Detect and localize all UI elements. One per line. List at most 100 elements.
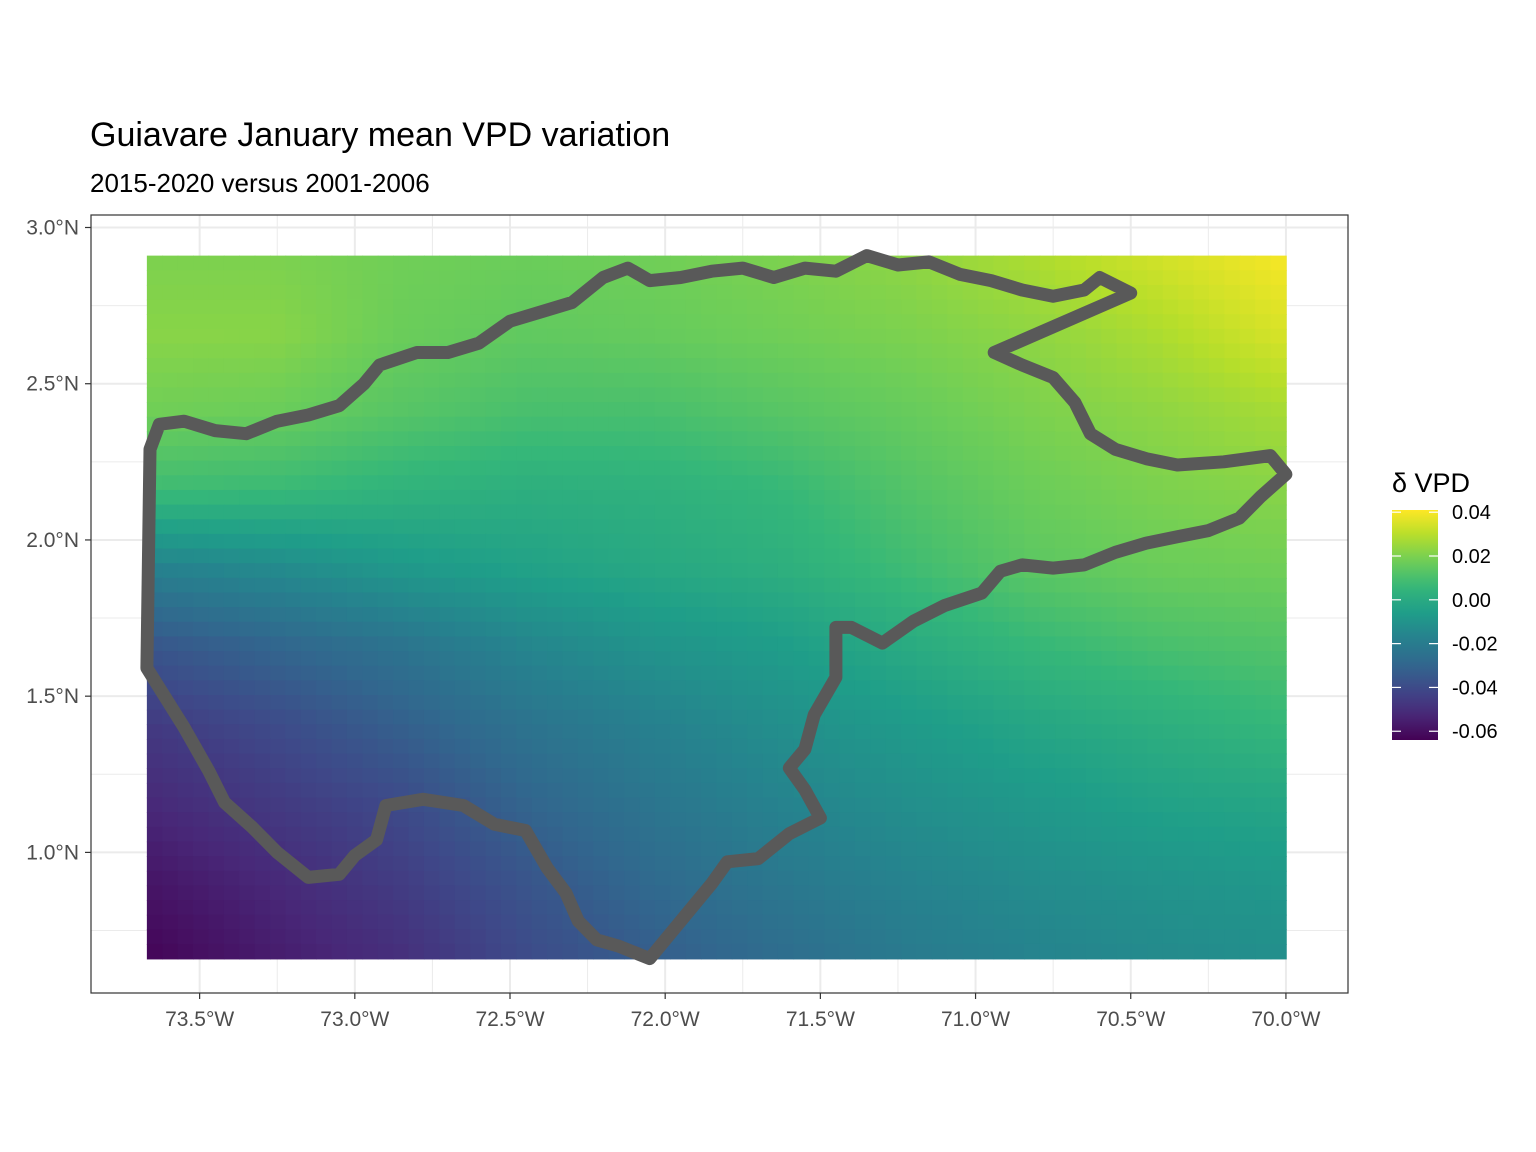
raster-cell [901,577,918,594]
raster-cell [454,314,471,330]
raster-cell [500,768,518,784]
raster-cell [562,489,579,506]
raster-cell [962,724,979,740]
raster-cell [978,900,995,916]
raster-cell [747,563,764,579]
raster-cell [331,270,348,286]
raster-cell [346,870,364,887]
raster-cell [1255,753,1272,770]
raster-cell [531,885,548,901]
raster-cell [824,797,841,813]
raster-cell [1085,841,1103,857]
raster-cell [1193,782,1210,799]
raster-cell [639,651,656,667]
raster-cell [423,621,441,638]
raster-cell [731,475,748,491]
raster-cell [808,519,825,535]
raster-cell [901,812,918,828]
raster-cell [1147,709,1164,726]
raster-cell [377,314,394,330]
raster-cell [300,431,317,447]
raster-cell [270,387,287,403]
raster-cell [1070,929,1087,945]
raster-cell [808,416,825,433]
raster-cell [1239,475,1256,491]
raster-cell [747,284,764,301]
raster-cell [654,607,672,623]
raster-cell [223,826,241,843]
raster-cell [854,695,872,711]
raster-cell [223,841,241,857]
raster-cell [685,797,702,813]
raster-cell [962,900,979,916]
raster-cell [331,753,348,770]
raster-cell [1239,299,1256,316]
raster-cell [962,343,979,359]
raster-cell [1239,548,1256,564]
raster-cell [408,328,425,345]
raster-cell [470,768,487,784]
raster-cell [470,929,487,945]
raster-cell [808,504,825,521]
raster-cell [377,446,394,462]
raster-cell [978,738,995,755]
raster-cell [300,695,317,711]
raster-cell [639,475,656,491]
raster-cell [885,270,902,286]
raster-cell [270,914,287,931]
raster-cell [162,753,179,770]
raster-cell [701,504,718,521]
raster-cell [500,475,518,491]
raster-cell [1224,782,1241,799]
raster-cell [793,592,810,608]
raster-cell [762,665,779,682]
raster-cell [1085,695,1103,711]
raster-cell [439,943,456,960]
raster-cell [1224,900,1241,916]
raster-cell [716,724,733,740]
raster-cell [885,460,902,477]
raster-cell [608,812,625,828]
raster-cell [885,651,902,667]
raster-cell [254,782,271,799]
raster-cell [993,709,1010,726]
raster-cell [1085,592,1103,608]
raster-cell [254,387,271,403]
raster-cell [1193,270,1210,286]
raster-cell [1008,651,1026,667]
raster-cell [1255,929,1272,945]
raster-cell [1270,314,1287,330]
raster-cell [500,943,518,960]
raster-cell [593,299,610,316]
raster-cell [270,299,287,316]
raster-cell [716,402,733,418]
raster-cell [500,577,518,594]
raster-cell [593,328,610,345]
raster-cell [500,343,518,359]
raster-cell [208,841,225,857]
raster-cell [1178,548,1195,564]
raster-cell [639,753,656,770]
raster-cell [931,900,949,916]
raster-cell [516,797,533,813]
raster-cell [1055,665,1072,682]
raster-cell [1085,870,1103,887]
raster-cell [1132,709,1149,726]
raster-cell [978,504,995,521]
raster-cell [300,797,317,813]
raster-cell [931,284,949,301]
raster-cell [993,695,1010,711]
raster-cell [162,826,179,843]
raster-cell [531,680,548,696]
raster-cell [193,519,210,535]
raster-cell [1162,607,1179,623]
raster-cell [177,665,194,682]
raster-cell [439,460,456,477]
raster-cell [670,695,687,711]
raster-cell [1270,577,1287,594]
raster-cell [177,563,194,579]
raster-cell [962,738,979,755]
raster-cell [1224,695,1241,711]
raster-cell [716,577,733,594]
raster-cell [654,563,672,579]
